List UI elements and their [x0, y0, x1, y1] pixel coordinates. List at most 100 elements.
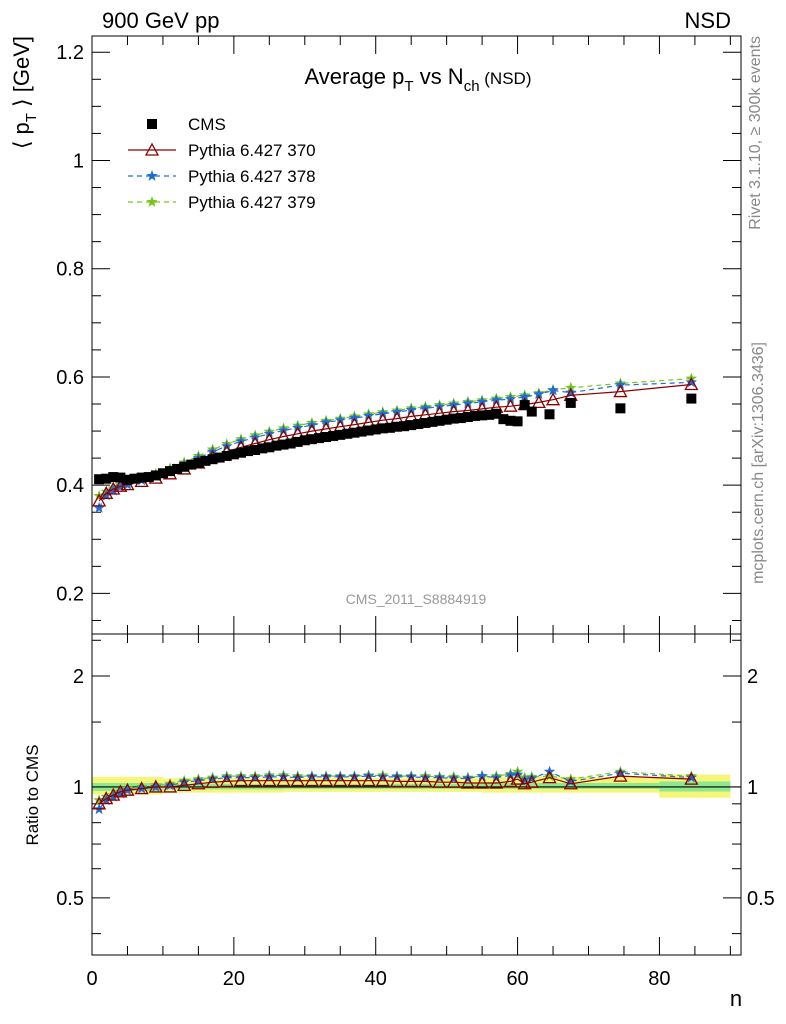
ratio-data-point — [249, 771, 261, 783]
data-point — [384, 422, 395, 433]
data-point — [505, 415, 516, 426]
series-pythia-6-427-378 — [93, 376, 698, 513]
legend-entry-pythia-6-427-370: Pythia 6.427 370 — [128, 141, 316, 160]
ratio-y-tick-label-right: 1 — [747, 777, 758, 799]
main-title: Average pT vs Nch (NSD) — [305, 64, 532, 95]
ratio-data-point — [221, 771, 233, 783]
main-y-tick-label: 1.2 — [56, 42, 84, 64]
data-point — [565, 397, 576, 408]
legend-label: CMS — [188, 115, 226, 134]
data-point — [519, 400, 530, 411]
ratio-series-line — [98, 775, 692, 805]
data-point — [342, 428, 353, 439]
ratio-data-point — [263, 770, 275, 782]
ratio-data-point — [542, 770, 557, 784]
data-point — [427, 416, 438, 427]
series-line — [98, 381, 692, 509]
data-point — [94, 474, 105, 485]
ratio-data-point — [563, 776, 578, 790]
ratio-data-point — [107, 790, 119, 802]
data-point — [512, 416, 523, 427]
data-point — [172, 463, 183, 474]
legend-entry-cms: CMS — [147, 115, 226, 134]
data-point — [292, 436, 303, 447]
series-line — [98, 383, 692, 502]
data-point — [99, 485, 114, 499]
data-point — [441, 414, 452, 425]
data-point — [406, 420, 417, 431]
ratio-data-point — [235, 771, 247, 783]
ratio-data-point — [262, 773, 277, 787]
x-tick-label: 40 — [365, 968, 387, 990]
ratio-data-point — [543, 770, 556, 781]
ratio-data-point — [684, 771, 699, 785]
ratio-data-point — [613, 768, 628, 782]
ratio-data-point — [191, 776, 206, 790]
data-point — [306, 434, 317, 445]
ratio-data-point — [685, 771, 698, 783]
x-tick-label: 80 — [648, 968, 670, 990]
legend-label: Pythia 6.427 379 — [188, 193, 316, 212]
data-point — [476, 395, 488, 407]
ratio-data-point — [206, 773, 219, 784]
data-point — [448, 413, 459, 424]
data-point — [545, 392, 561, 406]
data-point — [221, 450, 232, 461]
data-point — [491, 408, 502, 419]
data-point — [150, 470, 161, 481]
legend-entry-pythia-6-427-379: Pythia 6.427 379 — [128, 193, 316, 212]
data-point — [91, 493, 107, 507]
data-point — [420, 417, 431, 428]
data-point — [214, 452, 225, 463]
ratio-data-point — [162, 779, 178, 793]
ratio-data-point — [205, 774, 220, 788]
data-point — [613, 384, 628, 398]
legend-marker — [144, 142, 160, 156]
ratio-y-tick-label-right: 0.5 — [747, 888, 775, 910]
ratio-data-point — [418, 774, 433, 788]
data-point — [519, 391, 531, 402]
analysis-label: CMS_2011_S8884919 — [346, 591, 487, 607]
data-point — [413, 419, 424, 430]
data-point — [136, 472, 147, 483]
data-point — [434, 415, 445, 426]
main-y-tick-label: 0.6 — [56, 367, 84, 389]
data-point — [285, 438, 296, 449]
data-point — [129, 473, 140, 484]
ratio-band-green — [283, 783, 483, 789]
ratio-data-point — [318, 773, 334, 787]
data-point — [370, 424, 381, 435]
ratio-data-point — [304, 773, 319, 787]
ratio-data-point — [460, 775, 476, 789]
ratio-data-point — [361, 773, 376, 787]
data-point — [399, 421, 410, 432]
ratio-data-point — [476, 770, 488, 781]
legend-marker — [147, 119, 157, 129]
ratio-data-point — [290, 773, 305, 787]
data-point — [321, 432, 332, 443]
data-point — [313, 433, 324, 444]
ratio-y-tick-label: 0.5 — [56, 888, 84, 910]
x-axis-label: n — [730, 986, 742, 1011]
data-point — [193, 457, 204, 468]
data-point — [526, 406, 537, 417]
data-point — [250, 445, 261, 455]
ratio-band-green — [482, 782, 660, 789]
data-point — [477, 410, 488, 421]
ratio-data-point — [114, 787, 127, 799]
ratio-data-point — [334, 770, 346, 782]
legend-label: Pythia 6.427 378 — [188, 167, 316, 186]
data-point — [186, 459, 197, 470]
data-point — [462, 411, 473, 422]
legend-label: Pythia 6.427 370 — [188, 141, 316, 160]
data-point — [157, 468, 168, 479]
ratio-data-point — [524, 774, 539, 788]
data-point — [470, 410, 481, 421]
legend: CMS Pythia 6.427 370 Pythia 6.427 378 Pythi… — [128, 115, 316, 212]
data-point — [335, 429, 346, 440]
ratio-y-tick-label: 2 — [73, 666, 84, 688]
legend-marker — [146, 196, 158, 207]
ratio-data-point — [377, 770, 389, 782]
ratio-data-point — [178, 776, 190, 788]
